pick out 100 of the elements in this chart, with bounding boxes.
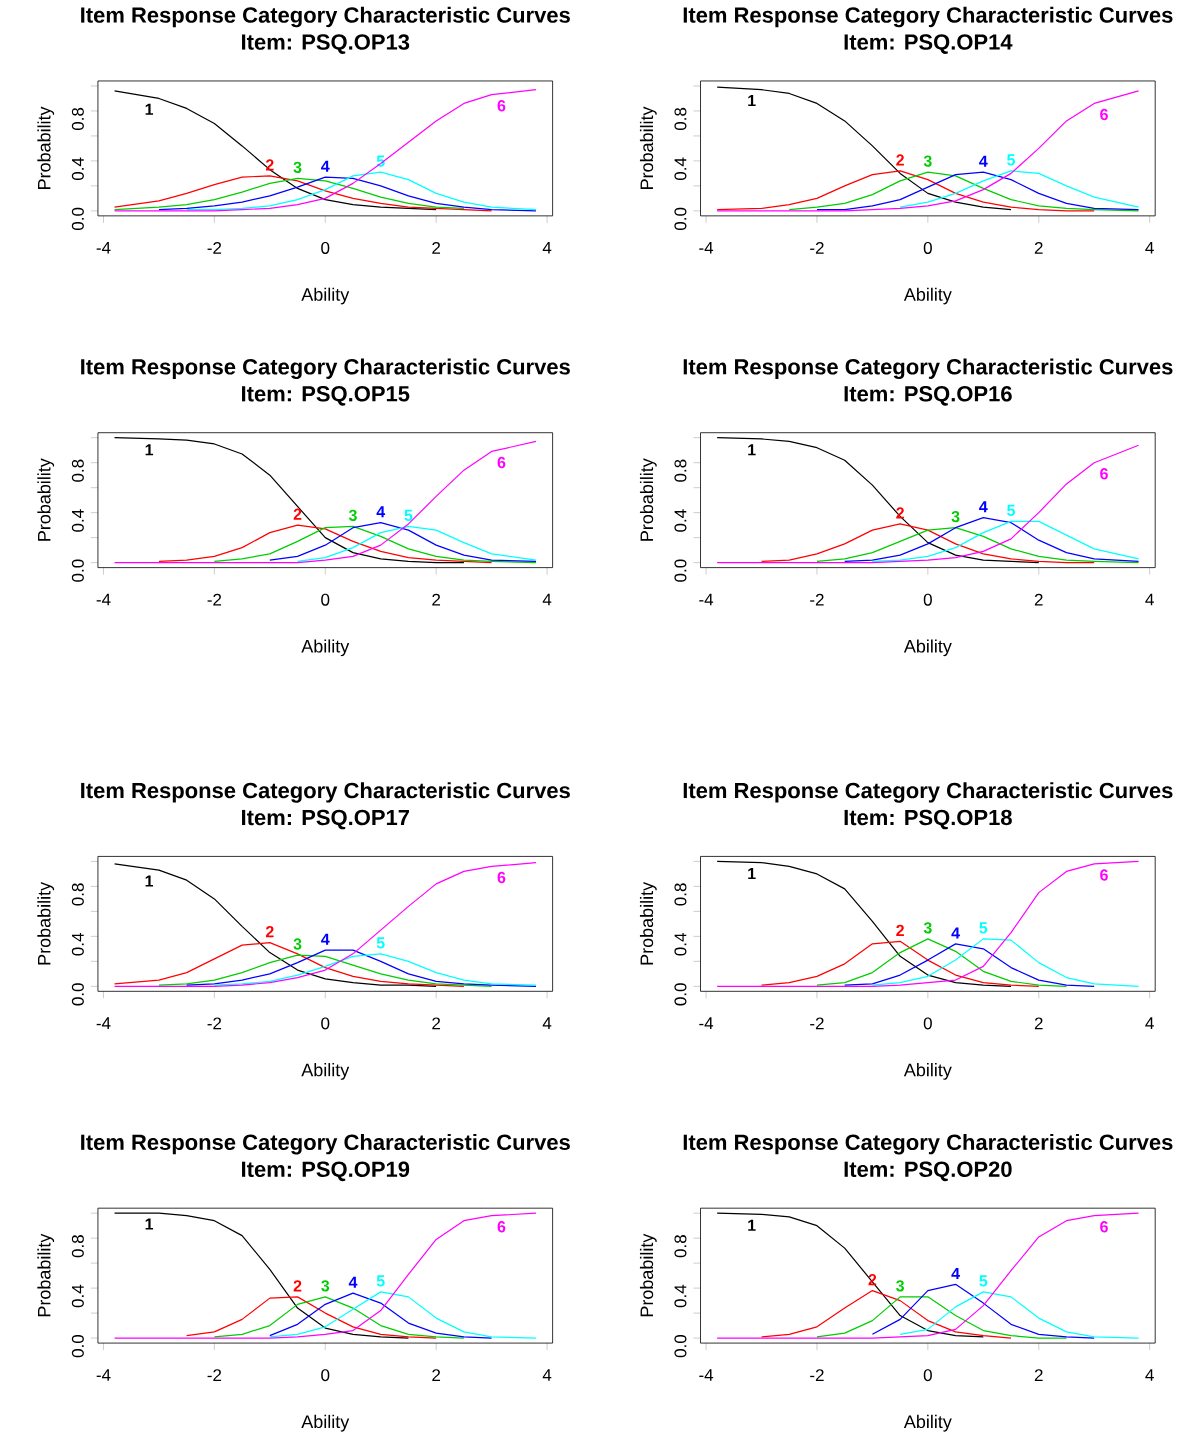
x-tick-label: 0 [923,593,932,606]
y-tick-label: 0.0 [674,1334,687,1358]
y-tick-label: 0.8 [674,459,687,482]
x-tick-label: -4 [699,593,714,606]
series-label: 4 [321,933,330,945]
series-label: 4 [348,1276,358,1288]
y-tick-label: 0.0 [71,983,84,1006]
series-label: 1 [748,444,756,456]
series-label: 2 [896,924,904,936]
y-tick-label: 0.4 [71,509,84,532]
series-label: 4 [951,927,960,939]
y-tick-label: 0.4 [674,157,687,181]
y-axis-title: Probability [639,1233,657,1317]
series-label: 6 [1100,1221,1108,1233]
series-label: 5 [404,509,413,521]
chart-title: Item Response Category Characteristic Curves [683,358,1173,380]
series-label: 6 [1100,869,1108,881]
y-tick-label: 0.0 [674,559,687,582]
series-label: 3 [321,1280,330,1292]
series-label: 3 [293,161,302,173]
x-axis-title: Ability [301,1414,350,1432]
series-label: 2 [896,507,904,519]
series-label: 3 [895,1280,904,1292]
series-label: 4 [951,1267,960,1279]
series-label: 5 [979,922,988,934]
series-label: 3 [923,922,932,934]
y-axis-title: Probability [639,106,657,189]
x-tick-label: 0 [321,1369,330,1382]
series-label: 1 [145,444,153,456]
x-tick-label: -2 [810,593,824,606]
chart-subtitle: Item: PSQ.OP19 [241,1161,410,1182]
series-label: 5 [376,937,385,949]
y-tick-label: 0.4 [674,933,687,956]
chart-title: Item Response Category Characteristic Curves [683,782,1173,803]
x-tick-label: -2 [810,1369,824,1381]
y-axis-title: Probability [639,458,657,541]
chart-subtitle: Item: PSQ.OP13 [241,34,410,54]
y-tick-label: 0.0 [71,1334,84,1358]
series-label: 5 [376,1275,385,1287]
x-tick-label: -4 [699,1017,714,1030]
y-tick-label: 0.0 [71,207,84,231]
x-tick-label: 4 [1145,1017,1154,1030]
x-tick-label: 2 [1034,1017,1043,1030]
y-tick-label: 0.8 [71,1235,84,1258]
x-tick-label: 2 [1034,593,1043,606]
series-label: 1 [145,1218,153,1230]
chart-subtitle: Item: PSQ.OP14 [844,34,1013,54]
series-label: 5 [1007,154,1015,166]
x-tick-label: -2 [207,593,221,606]
x-tick-label: 2 [432,241,440,254]
series-label: 6 [1100,108,1108,121]
x-axis-title: Ability [903,287,952,305]
y-tick-label: 0.4 [71,1284,84,1308]
series-label: 4 [321,160,330,172]
x-axis-title: Ability [903,1414,952,1432]
series-label: 2 [896,154,904,166]
x-tick-label: -4 [699,1369,714,1381]
chart-title: Item Response Category Characteristic Curves [81,782,570,803]
y-tick-label: 0.0 [674,207,687,231]
series-label: 3 [923,155,932,167]
x-tick-label: -2 [810,241,824,254]
y-tick-label: 0.8 [71,107,84,131]
series-label: 6 [1100,468,1108,480]
y-axis-title: Probability [37,106,55,189]
x-tick-label: -2 [207,241,221,254]
y-tick-label: 0.8 [71,459,84,482]
x-tick-label: 0 [923,241,932,254]
series-label: 4 [979,501,988,513]
chart-title: Item Response Category Characteristic Curves [683,6,1173,28]
x-tick-label: 4 [542,241,552,254]
x-tick-label: 2 [432,593,440,606]
x-tick-label: -4 [699,241,714,254]
x-tick-label: -2 [207,1017,221,1030]
chart-subtitle: Item: PSQ.OP17 [241,809,409,830]
x-tick-label: -2 [810,1017,824,1030]
x-axis-title: Ability [903,1063,952,1080]
x-tick-label: -4 [96,1017,111,1030]
series-label: 5 [1007,504,1015,516]
y-axis-title: Probability [37,881,55,965]
x-axis-title: Ability [301,639,350,657]
x-axis-title: Ability [903,639,952,657]
y-tick-label: 0.4 [674,509,687,532]
x-tick-label: 0 [321,593,330,606]
y-axis-title: Probability [37,458,55,541]
x-tick-label: 2 [1034,241,1043,254]
x-tick-label: 0 [321,1017,330,1030]
chart-subtitle: Item: PSQ.OP18 [844,809,1012,830]
y-tick-label: 0.8 [71,883,84,906]
series-label: 1 [145,103,153,115]
chart-title: Item Response Category Characteristic Curves [81,6,570,28]
x-tick-label: -4 [96,241,111,254]
x-tick-label: 4 [1145,593,1154,606]
x-tick-label: -4 [96,593,111,606]
x-tick-label: 2 [432,1017,440,1030]
x-tick-label: 2 [1034,1369,1043,1381]
series-label: 5 [979,1275,988,1287]
x-tick-label: 0 [923,1017,932,1030]
series-label: 2 [293,1280,302,1292]
series-label: 4 [979,155,988,167]
x-axis-title: Ability [301,1063,350,1080]
